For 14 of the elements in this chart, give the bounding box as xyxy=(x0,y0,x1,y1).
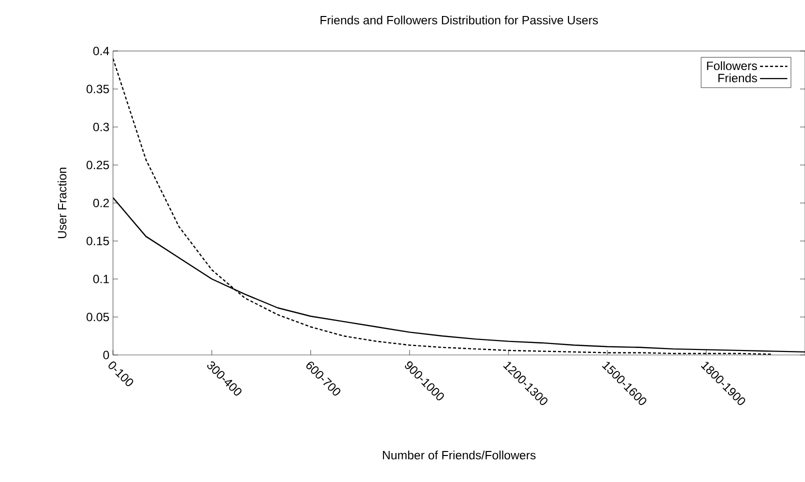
legend-label: Friends xyxy=(718,73,758,82)
y-tick-label: 0.1 xyxy=(93,274,109,284)
y-tick-label: 0.4 xyxy=(93,46,110,56)
y-tick-label: 0.25 xyxy=(86,160,109,170)
y-tick-label: 0.05 xyxy=(86,312,109,322)
chart-title: Friends and Followers Distribution for Passive Users xyxy=(320,16,598,24)
legend-label: Followers xyxy=(707,61,758,70)
x-axis-title: Number of Friends/Followers xyxy=(382,450,536,460)
y-tick-label: 0.35 xyxy=(86,84,109,94)
y-tick-label: 0.15 xyxy=(86,236,109,246)
y-axis-title: User Fraction xyxy=(58,168,66,238)
y-tick-label: 0 xyxy=(103,350,110,360)
y-tick-label: 0.3 xyxy=(93,122,109,132)
y-tick-label: 0.2 xyxy=(93,198,109,208)
